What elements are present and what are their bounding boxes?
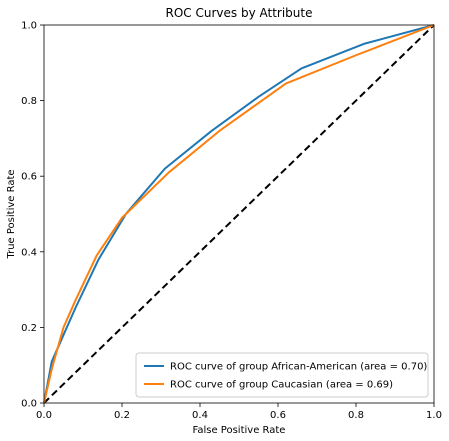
x-tick-label: 0.4 — [192, 410, 208, 421]
y-tick-label: 0.2 — [21, 323, 37, 334]
x-tick-label: 1.0 — [426, 410, 442, 421]
series-line-1 — [43, 24, 435, 404]
y-tick-label: 0.6 — [21, 172, 37, 183]
legend-label-1: ROC curve of group Caucasian (area = 0.6… — [170, 380, 393, 391]
y-tick-label: 0.8 — [21, 96, 37, 107]
chart-title: ROC Curves by Attribute — [166, 6, 313, 20]
y-tick-label: 0.0 — [21, 399, 37, 410]
y-tick-label: 1.0 — [21, 21, 37, 32]
x-tick-label: 0.2 — [114, 410, 130, 421]
series-line-0 — [43, 24, 435, 404]
legend-label-0: ROC curve of group African-American (are… — [170, 362, 427, 373]
x-axis-label: False Positive Rate — [193, 425, 286, 436]
legend-box — [135, 352, 429, 398]
plot-frame — [43, 24, 435, 404]
y-axis-label: True Positive Rate — [6, 169, 17, 259]
x-tick-label: 0.6 — [270, 410, 286, 421]
reference-diagonal-line — [43, 24, 435, 404]
x-tick-label: 0.8 — [348, 410, 364, 421]
y-tick-label: 0.4 — [21, 247, 37, 258]
x-tick-label: 0.0 — [36, 410, 52, 421]
